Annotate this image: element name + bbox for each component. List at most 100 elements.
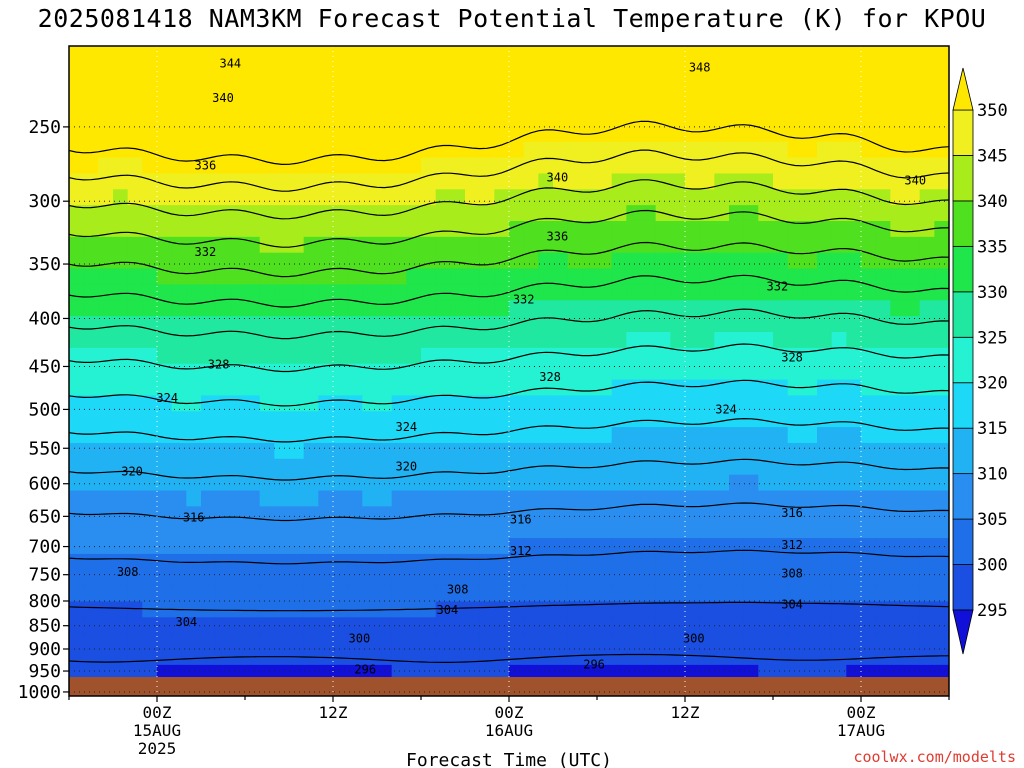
color-cell xyxy=(127,315,143,332)
color-cell xyxy=(919,616,935,634)
color-cell xyxy=(274,299,290,317)
credit-link[interactable]: coolwx.com/modelts xyxy=(853,748,1016,766)
color-cell xyxy=(303,347,319,364)
color-cell xyxy=(245,299,261,317)
color-cell xyxy=(303,125,319,142)
color-cell xyxy=(186,283,202,301)
color-cell xyxy=(142,156,158,174)
color-cell xyxy=(157,569,173,586)
color-cell xyxy=(582,141,598,158)
color-cell xyxy=(773,363,789,380)
color-cell xyxy=(333,109,349,126)
color-cell xyxy=(215,347,231,364)
color-cell xyxy=(802,489,818,507)
color-cell xyxy=(523,632,539,650)
color-cell xyxy=(626,505,642,523)
color-cell xyxy=(699,553,715,570)
color-cell xyxy=(714,426,730,443)
color-cell xyxy=(362,109,378,126)
color-cell xyxy=(729,458,745,475)
color-cell xyxy=(905,363,921,380)
color-cell xyxy=(553,521,569,539)
color-cell xyxy=(479,442,495,459)
color-cell xyxy=(479,600,495,618)
color-cell xyxy=(582,616,598,634)
color-cell xyxy=(641,109,657,126)
color-cell xyxy=(509,93,525,111)
color-cell xyxy=(699,77,715,95)
color-cell xyxy=(626,220,642,237)
color-cell xyxy=(259,569,275,586)
color-cell xyxy=(611,378,627,396)
color-cell xyxy=(743,283,759,301)
color-cell xyxy=(758,109,774,126)
color-cell xyxy=(831,61,847,79)
color-cell xyxy=(611,632,627,650)
color-cell xyxy=(553,109,569,126)
color-cell xyxy=(201,93,217,111)
color-cell xyxy=(289,442,305,459)
color-cell xyxy=(333,458,349,475)
color-cell xyxy=(245,236,261,253)
color-cell xyxy=(875,521,891,539)
color-cell xyxy=(289,283,305,301)
color-cell xyxy=(743,394,759,412)
color-cell xyxy=(69,553,85,570)
color-cell xyxy=(626,93,642,111)
color-cell xyxy=(333,204,349,221)
color-cell xyxy=(127,458,143,475)
color-cell xyxy=(817,600,833,618)
color-cell xyxy=(465,474,481,491)
color-cell xyxy=(318,172,334,190)
color-cell xyxy=(919,93,935,111)
color-cell xyxy=(641,632,657,650)
color-cell xyxy=(230,600,246,618)
colorbar-band xyxy=(952,473,974,520)
color-cell xyxy=(905,426,921,443)
color-cell xyxy=(69,220,85,237)
color-cell xyxy=(450,109,466,126)
color-cell xyxy=(303,236,319,253)
color-cell xyxy=(905,410,921,428)
color-cell xyxy=(362,315,378,332)
color-cell xyxy=(597,252,613,269)
color-cell xyxy=(773,489,789,507)
color-cell xyxy=(494,331,510,348)
color-cell xyxy=(538,236,554,253)
color-cell xyxy=(787,252,803,269)
color-cell xyxy=(494,125,510,142)
color-cell xyxy=(127,426,143,443)
color-cell xyxy=(494,664,510,681)
color-cell xyxy=(245,521,261,539)
color-cell xyxy=(450,315,466,332)
color-cell xyxy=(113,363,129,380)
color-cell xyxy=(773,537,789,554)
color-cell xyxy=(846,505,862,523)
color-cell xyxy=(494,616,510,634)
color-cell xyxy=(201,632,217,650)
color-cell xyxy=(142,188,158,206)
color-cell xyxy=(230,204,246,221)
color-cell xyxy=(831,156,847,174)
color-cell xyxy=(509,109,525,126)
color-cell xyxy=(685,474,701,491)
color-cell xyxy=(934,236,949,253)
color-cell xyxy=(127,188,143,206)
color-cell xyxy=(699,156,715,174)
color-cell xyxy=(215,61,231,79)
color-cell xyxy=(303,61,319,79)
color-cell xyxy=(597,664,613,681)
color-cell xyxy=(611,315,627,332)
color-cell xyxy=(142,585,158,602)
color-cell xyxy=(318,569,334,586)
color-cell xyxy=(303,363,319,380)
color-cell xyxy=(538,283,554,301)
color-cell xyxy=(567,172,583,190)
color-cell xyxy=(435,46,451,63)
color-cell xyxy=(553,426,569,443)
color-cell xyxy=(113,61,129,79)
color-cell xyxy=(127,648,143,665)
color-cell xyxy=(186,648,202,665)
color-cell xyxy=(215,394,231,412)
color-cell xyxy=(582,537,598,554)
